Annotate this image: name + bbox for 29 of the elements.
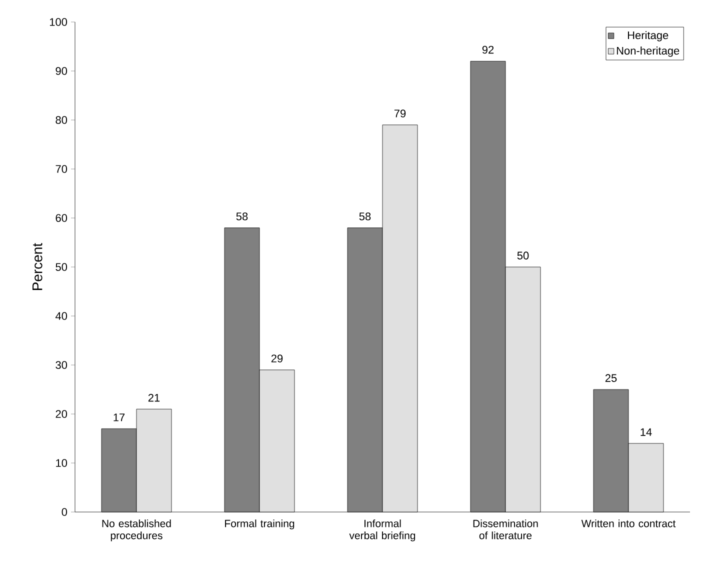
y-tick-label: 90 — [56, 67, 68, 75]
data-label: 17 — [114, 414, 125, 422]
y-tick-label: 10 — [56, 459, 68, 467]
y-tick-label: 0 — [62, 508, 68, 516]
data-label: 50 — [517, 252, 529, 260]
x-tick-label: Dissemination of literature — [473, 520, 538, 540]
data-label: 79 — [394, 110, 406, 118]
data-label: 58 — [359, 212, 371, 220]
x-tick-label: Informal verbal briefing — [349, 520, 416, 542]
y-tick-label: 50 — [56, 263, 68, 271]
y-tick-label: 80 — [56, 116, 68, 124]
y-tick-label: 40 — [55, 312, 68, 320]
data-label: 92 — [482, 46, 494, 54]
data-label: 58 — [236, 212, 248, 220]
y-axis-title: Percent — [32, 242, 42, 290]
y-tick-label: 30 — [56, 361, 68, 369]
x-tick-label: Formal training — [225, 520, 294, 530]
legend-label: Heritage — [628, 31, 668, 42]
data-label: 25 — [605, 374, 617, 382]
y-tick-label: 60 — [56, 214, 68, 222]
data-label: 29 — [271, 354, 283, 362]
legend-label: Non-heritage — [616, 46, 680, 57]
y-tick-label: 100 — [50, 18, 68, 26]
y-tick-label: 70 — [56, 165, 68, 173]
data-label: 21 — [148, 394, 160, 402]
data-label: 14 — [640, 428, 652, 436]
x-tick-label: No established procedures — [102, 520, 171, 542]
y-tick-label: 20 — [56, 410, 68, 418]
x-tick-label: Written into contract — [581, 520, 676, 528]
